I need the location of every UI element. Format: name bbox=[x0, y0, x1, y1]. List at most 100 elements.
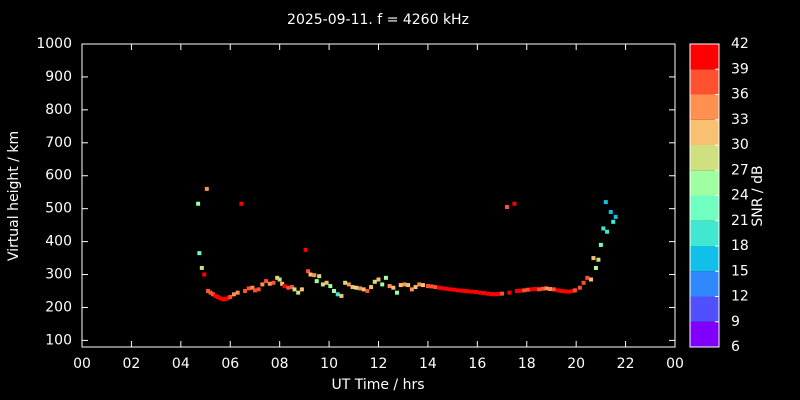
point bbox=[376, 277, 381, 282]
y-tick-label: 600 bbox=[45, 168, 72, 184]
point bbox=[559, 289, 564, 294]
point bbox=[391, 285, 396, 290]
point bbox=[611, 219, 616, 224]
point bbox=[440, 286, 445, 291]
point bbox=[425, 284, 430, 289]
colorbar-tick-label: 30 bbox=[731, 137, 749, 153]
colorbar-tick-label: 42 bbox=[731, 36, 749, 52]
colorbar-bin bbox=[690, 119, 719, 145]
point bbox=[296, 290, 301, 295]
colorbar-bin bbox=[690, 195, 719, 221]
point bbox=[225, 296, 230, 301]
point bbox=[481, 290, 486, 295]
point bbox=[466, 289, 471, 294]
point bbox=[417, 282, 422, 287]
point bbox=[357, 286, 362, 291]
x-tick-label: 20 bbox=[567, 356, 585, 372]
point bbox=[306, 269, 311, 274]
point bbox=[231, 292, 236, 297]
y-tick-label: 300 bbox=[45, 267, 72, 283]
colorbar-tick-label: 21 bbox=[731, 213, 749, 229]
point bbox=[369, 285, 374, 290]
point bbox=[239, 201, 244, 206]
point bbox=[202, 272, 207, 277]
point bbox=[361, 287, 366, 292]
point bbox=[312, 273, 317, 278]
point bbox=[537, 287, 542, 292]
point bbox=[572, 288, 577, 293]
point bbox=[387, 284, 392, 289]
point bbox=[339, 293, 344, 298]
point bbox=[459, 288, 464, 293]
colorbar-tick-label: 33 bbox=[731, 112, 749, 128]
point bbox=[514, 289, 519, 294]
point bbox=[199, 265, 204, 270]
colorbar-label: SNR / dB bbox=[750, 165, 766, 226]
x-tick-label: 14 bbox=[419, 356, 437, 372]
point bbox=[277, 277, 282, 282]
point bbox=[540, 286, 545, 291]
point bbox=[525, 287, 530, 292]
point bbox=[429, 284, 434, 289]
y-axis-label: Virtual height / km bbox=[6, 131, 22, 261]
point bbox=[280, 281, 285, 286]
point bbox=[570, 289, 575, 294]
point bbox=[603, 200, 608, 205]
colorbar-bin bbox=[690, 44, 719, 70]
point bbox=[365, 289, 370, 294]
point bbox=[593, 265, 598, 270]
point bbox=[275, 275, 280, 280]
point bbox=[260, 282, 265, 287]
point bbox=[433, 285, 438, 290]
colorbar-tick-label: 12 bbox=[731, 289, 749, 305]
point bbox=[507, 290, 512, 295]
point bbox=[437, 285, 442, 290]
plot-frame bbox=[81, 43, 676, 348]
point bbox=[448, 287, 453, 292]
point bbox=[213, 293, 218, 298]
point bbox=[383, 275, 388, 280]
point bbox=[485, 291, 490, 296]
point bbox=[577, 285, 582, 290]
point bbox=[290, 285, 295, 290]
colorbar-bin bbox=[690, 246, 719, 272]
colorbar-tick-label: 15 bbox=[731, 263, 749, 279]
x-axis-label: UT Time / hrs bbox=[331, 377, 424, 393]
colorbar-bin bbox=[690, 94, 719, 120]
point bbox=[343, 280, 348, 285]
colorbar-tick-label: 27 bbox=[731, 162, 749, 178]
x-tick-label: 16 bbox=[468, 356, 486, 372]
point bbox=[204, 186, 209, 191]
colorbar-bin bbox=[690, 170, 719, 196]
point bbox=[354, 285, 359, 290]
point bbox=[220, 297, 225, 302]
colorbar-tick-label: 36 bbox=[731, 87, 749, 103]
point bbox=[581, 280, 586, 285]
point bbox=[402, 282, 407, 287]
x-tick-label: 00 bbox=[666, 356, 684, 372]
point bbox=[522, 288, 527, 293]
point bbox=[563, 289, 568, 294]
y-tick-label: 900 bbox=[45, 69, 72, 85]
point bbox=[335, 292, 340, 297]
x-tick-label: 10 bbox=[320, 356, 338, 372]
point bbox=[250, 285, 255, 290]
point bbox=[286, 285, 291, 290]
point bbox=[372, 279, 377, 284]
y-tick-label: 700 bbox=[45, 135, 72, 151]
point bbox=[332, 289, 337, 294]
point bbox=[409, 287, 414, 292]
point bbox=[282, 284, 287, 289]
x-tick-label: 12 bbox=[370, 356, 388, 372]
colorbar-bin bbox=[690, 296, 719, 322]
point bbox=[210, 292, 215, 297]
point bbox=[346, 282, 351, 287]
point bbox=[598, 242, 603, 247]
point bbox=[529, 287, 534, 292]
colorbar-tick-label: 24 bbox=[731, 188, 749, 204]
x-tick-label: 06 bbox=[221, 356, 239, 372]
point bbox=[596, 257, 601, 262]
point bbox=[613, 214, 618, 219]
